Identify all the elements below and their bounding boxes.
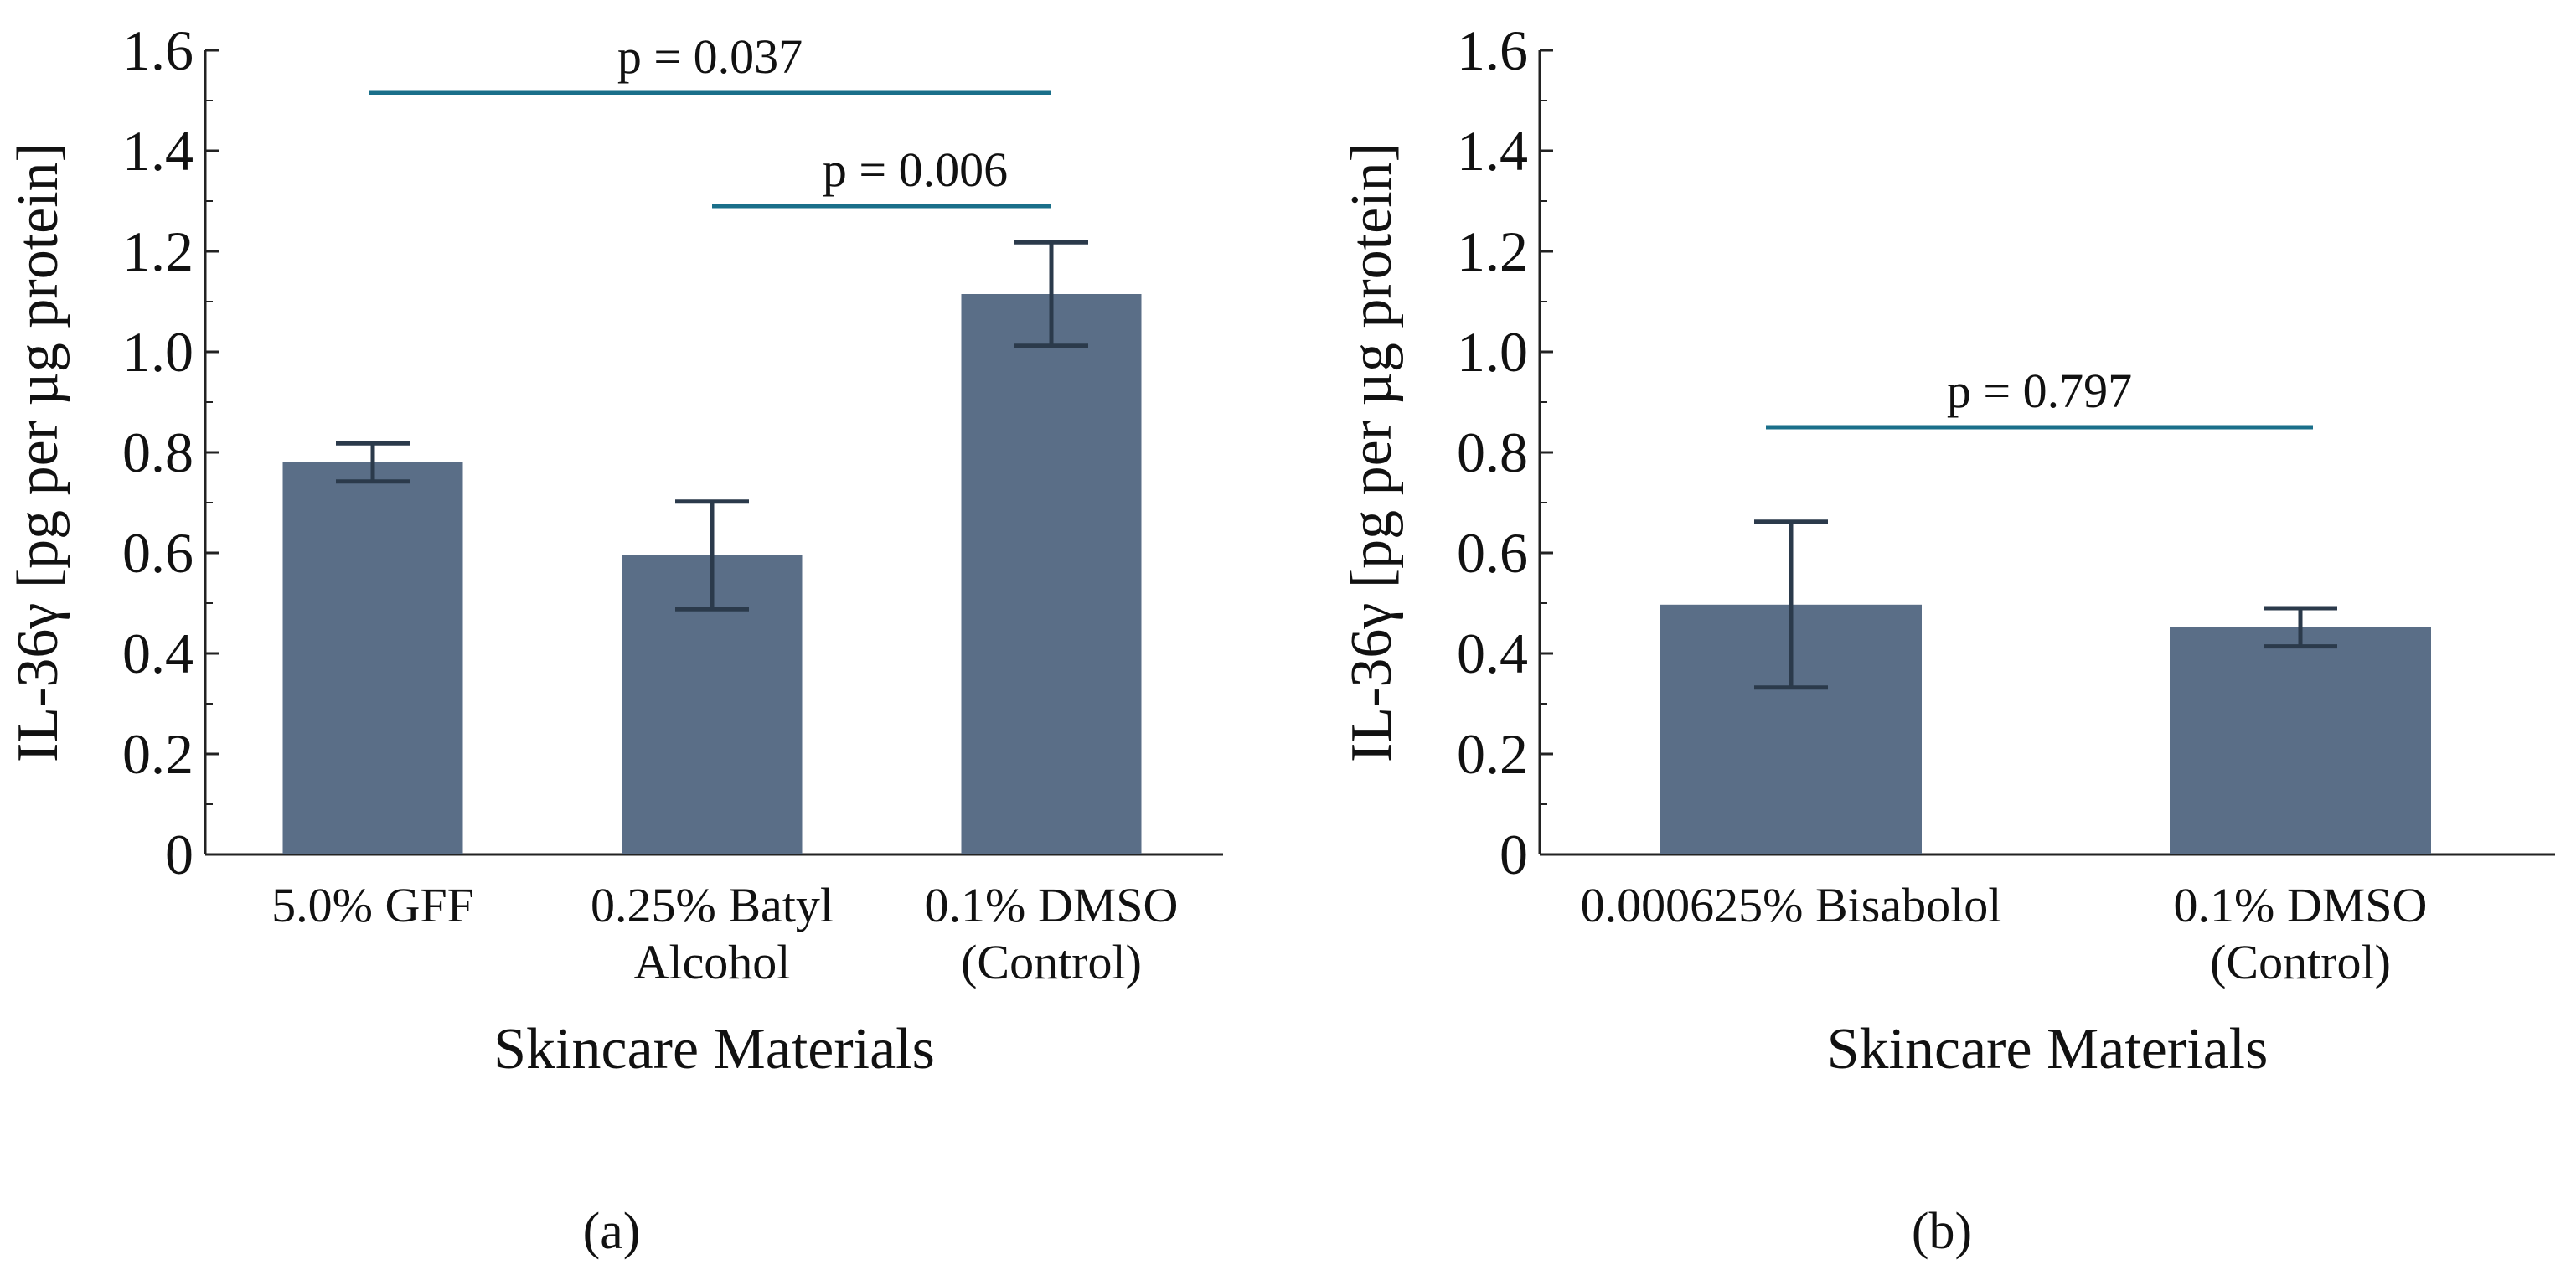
y-tick-label: 1.0 (1457, 320, 1528, 384)
y-tick-label: 0.4 (122, 622, 194, 685)
y-tick-label: 0.4 (1457, 622, 1528, 685)
panel-label: (b) (1912, 1203, 1972, 1260)
p-value-label: p = 0.797 (1947, 364, 2132, 418)
x-category-label: 5.0% GFF (271, 878, 474, 932)
y-tick-label: 0.2 (122, 722, 194, 786)
x-category-label: 0.000625% Bisabolol (1581, 878, 2002, 932)
p-value-label: p = 0.006 (823, 142, 1008, 197)
x-category-label: 0.1% DMSO (925, 878, 1179, 932)
y-tick-label: 0.8 (1457, 421, 1528, 484)
y-tick-label: 1.4 (1457, 119, 1528, 183)
y-tick-label: 1.6 (1457, 18, 1528, 82)
x-category-label: Alcohol (634, 935, 791, 989)
y-tick-label: 0 (165, 823, 194, 886)
x-axis-title: Skincare Materials (1827, 1017, 2269, 1081)
y-axis-title: IL-36γ [pg per µg protein] (6, 142, 70, 762)
y-tick-label: 0.2 (1457, 722, 1528, 786)
chart-panel-a: 0 0.2 0.4 0.6 0.8 1.0 1.2 1.4 1.6 5.0% GFF 0.25% B… (6, 18, 1223, 1260)
y-axis-title: IL-36γ [pg per µg protein] (1340, 142, 1404, 762)
y-tick-label: 0 (1500, 823, 1528, 886)
y-tick-label: 1.2 (122, 219, 194, 283)
y-tick-label: 0.6 (122, 521, 194, 585)
y-tick-label: 0.8 (122, 421, 194, 484)
x-axis-title: Skincare Materials (493, 1017, 935, 1081)
x-category-label: (Control) (2210, 935, 2391, 989)
p-value-label: p = 0.037 (617, 29, 803, 84)
y-tick-label: 1.0 (122, 320, 194, 384)
bar (2170, 627, 2431, 854)
x-category-label: 0.25% Batyl (591, 878, 834, 932)
panel-label: (a) (583, 1203, 641, 1260)
x-category-label: 0.1% DMSO (2174, 878, 2428, 932)
y-tick-label: 0.6 (1457, 521, 1528, 585)
y-tick-label: 1.6 (122, 18, 194, 82)
y-tick-label: 1.2 (1457, 219, 1528, 283)
bar (282, 462, 463, 854)
chart-panel-b: 0 0.2 0.4 0.6 0.8 1.0 1.2 1.4 1.6 0.000625% Bisab… (1340, 18, 2555, 1260)
x-category-label: (Control) (961, 935, 1142, 989)
y-tick-label: 1.4 (122, 119, 194, 183)
bar (961, 294, 1142, 854)
